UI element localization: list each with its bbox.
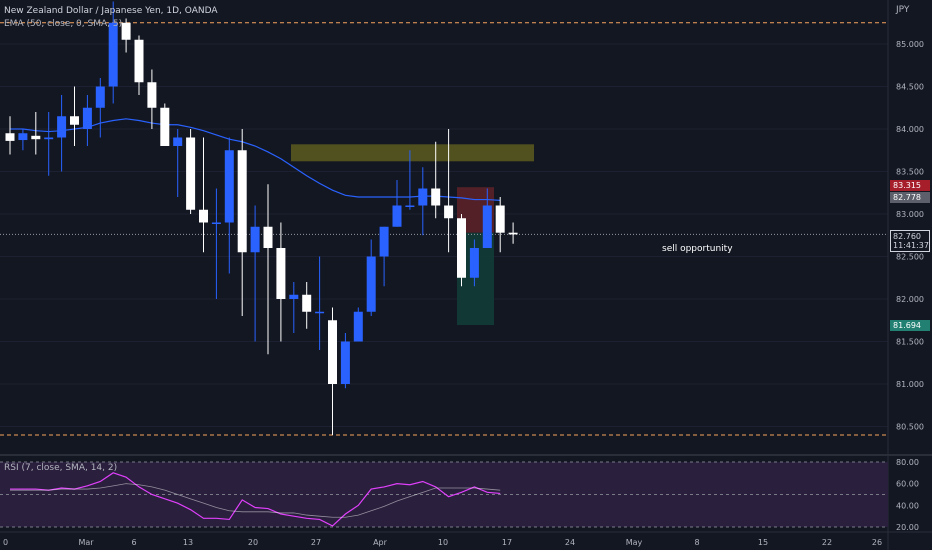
candle-body (457, 218, 466, 278)
candle-body (70, 116, 79, 125)
price-tick-label: 83.500 (896, 168, 924, 177)
candle-body (469, 248, 479, 278)
price-tick-label: 81.500 (896, 338, 924, 347)
candle-body (57, 116, 67, 138)
symbol-title[interactable]: New Zealand Dollar / Japanese Yen, 1D, O… (4, 6, 218, 16)
candle-body (328, 320, 337, 384)
price-tick-label: 82.500 (896, 253, 924, 262)
candle-body (379, 226, 389, 257)
time-tick-label: 26 (872, 538, 882, 547)
price-tick-label: 84.500 (896, 83, 924, 92)
time-tick-label: 8 (694, 538, 699, 547)
price-tick-label: 83.000 (896, 210, 924, 219)
rsi-ma-line (10, 483, 501, 518)
candle-body (250, 226, 260, 253)
candle-body (302, 294, 312, 312)
time-tick-label: Apr (373, 538, 388, 547)
candle-body (276, 248, 286, 299)
time-tick-label: 17 (502, 538, 512, 547)
candle-body (392, 205, 402, 227)
time-tick-label: 15 (758, 538, 768, 547)
candle-body (95, 86, 105, 108)
last-price-tag: 82.760 11:41:37 (890, 230, 930, 252)
candle-body (18, 133, 28, 141)
candle-body (224, 150, 234, 223)
candle-body (134, 39, 144, 83)
ema-indicator-label[interactable]: EMA (50, close, 0, SMA, 5) (4, 19, 123, 29)
candle-body (121, 22, 131, 40)
time-tick-label: May (626, 538, 643, 547)
candle-body (405, 205, 415, 207)
price-tick-label: 85.000 (896, 40, 924, 49)
candle-body (5, 133, 15, 141)
time-tick-label: 6 (131, 538, 136, 547)
time-tick-label: 20 (248, 538, 258, 547)
rsi-tick-label: 40.00 (896, 501, 919, 510)
time-tick-label: 24 (565, 538, 575, 547)
time-tick-label: 13 (183, 538, 193, 547)
time-tick-label: 0 (3, 538, 8, 547)
bar-countdown: 11:41:37 (893, 241, 929, 250)
candle-body (495, 205, 505, 233)
candle-body (431, 188, 441, 206)
candle-body (82, 107, 92, 129)
candle-body (108, 22, 118, 87)
candle-body (315, 311, 325, 314)
candle-body (289, 294, 299, 299)
candle-body (31, 135, 41, 140)
candle-body (237, 150, 247, 253)
candle-body (147, 82, 157, 108)
current-price-tag: 82.778 (890, 192, 930, 203)
candle-body (482, 205, 492, 248)
candle-body (263, 226, 273, 248)
price-tick-label: 82.000 (896, 295, 924, 304)
rsi-tick-label: 80.00 (896, 458, 919, 467)
candle-body (186, 137, 196, 210)
candle-body (366, 256, 376, 312)
rsi-indicator-label[interactable]: RSI (7, close, SMA, 14, 2) (4, 463, 118, 473)
time-tick-label: 27 (311, 538, 321, 547)
candle-body (353, 311, 363, 342)
candle-body (444, 205, 454, 219)
currency-label: JPY (896, 5, 910, 15)
candle-body (160, 107, 170, 146)
rsi-tick-label: 60.00 (896, 480, 919, 489)
last-price-value: 82.760 (893, 232, 921, 241)
candle-body (44, 137, 54, 140)
candle-body (340, 341, 350, 384)
time-tick-label: 22 (822, 538, 832, 547)
candle-body (418, 188, 428, 206)
target-price-tag: 83.315 (890, 180, 930, 191)
candle-body (508, 232, 518, 235)
price-tick-label: 81.000 (896, 380, 924, 389)
stop-price-tag: 81.694 (890, 320, 930, 331)
price-tick-label: 80.500 (896, 423, 924, 432)
rsi-tick-label: 20.00 (896, 523, 919, 532)
candle-body (211, 222, 221, 224)
time-tick-label: 10 (438, 538, 448, 547)
sell-opportunity-note[interactable]: sell opportunity (662, 244, 733, 254)
price-tick-label: 84.000 (896, 125, 924, 134)
rsi-line (10, 472, 501, 527)
candle-body (173, 137, 183, 146)
supply-zone (291, 144, 534, 162)
candle-body (199, 209, 208, 223)
time-tick-label: Mar (78, 538, 94, 547)
